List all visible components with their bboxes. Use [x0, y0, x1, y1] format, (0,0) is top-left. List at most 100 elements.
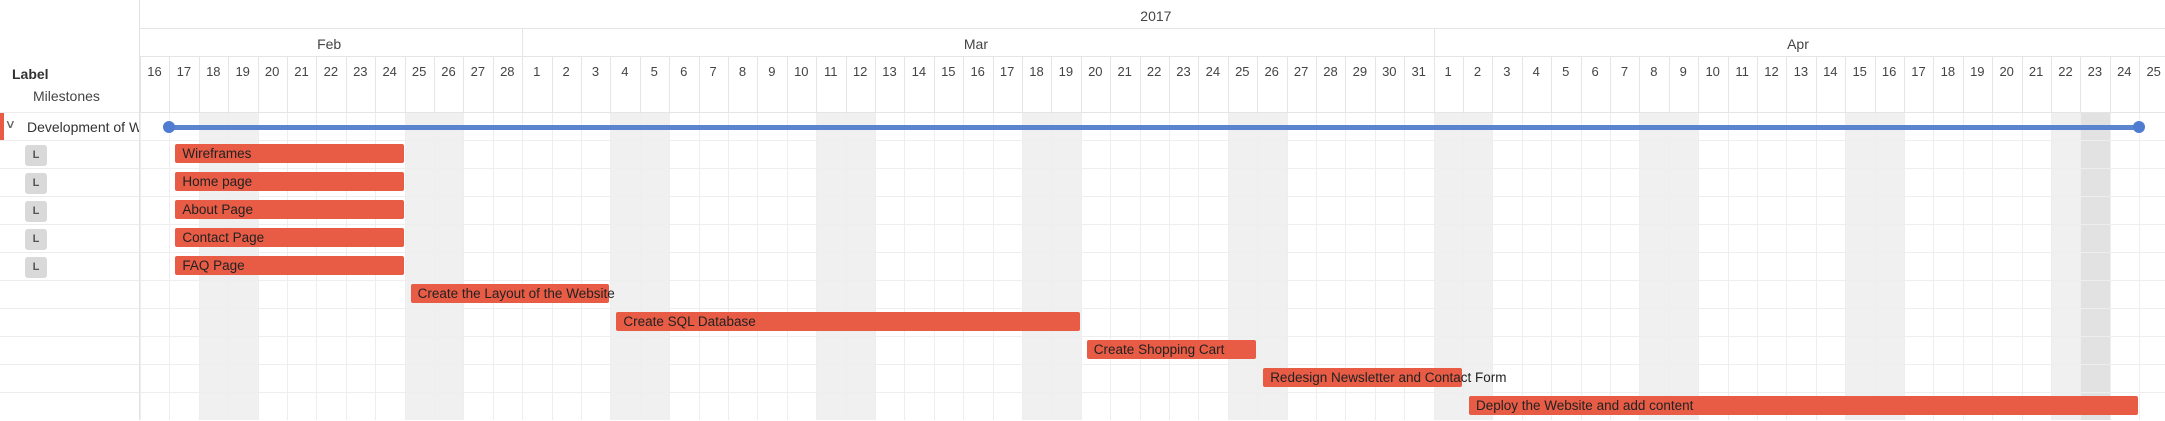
- day-label: 22: [1146, 64, 1162, 79]
- day-header-divider: [140, 56, 141, 112]
- project-end-handle[interactable]: [2133, 121, 2146, 133]
- day-label: 30: [1382, 64, 1397, 79]
- task-bar[interactable]: [1263, 368, 1462, 387]
- label-badge[interactable]: L: [25, 173, 47, 194]
- weekend-shade: [816, 112, 875, 420]
- row-accent: [0, 113, 4, 141]
- task-bar-label: Create SQL Database: [623, 314, 756, 329]
- day-header-divider: [1081, 56, 1082, 112]
- task-bar[interactable]: [175, 256, 404, 275]
- weekend-shade: [1845, 112, 1904, 420]
- day-header-divider: [2051, 56, 2052, 112]
- task-row[interactable]: L: [0, 140, 139, 169]
- day-label: 5: [650, 64, 658, 79]
- day-header-divider: [1728, 56, 1729, 112]
- header-divider: [140, 56, 2165, 57]
- day-header-divider: [1169, 56, 1170, 112]
- day-gridline: [1169, 112, 1170, 420]
- day-gridline: [2139, 112, 2140, 420]
- day-header-divider: [1581, 56, 1582, 112]
- label-badge[interactable]: L: [25, 257, 47, 278]
- task-row[interactable]: [0, 280, 139, 309]
- day-label: 4: [621, 64, 629, 79]
- chevron-down-icon[interactable]: ∨: [4, 117, 17, 131]
- day-header-divider: [757, 56, 758, 112]
- day-header-divider: [1051, 56, 1052, 112]
- task-row[interactable]: L: [0, 252, 139, 281]
- day-header-divider: [1375, 56, 1376, 112]
- label-badge[interactable]: L: [25, 201, 47, 222]
- year-label: 2017: [1140, 8, 1172, 24]
- task-bar[interactable]: [175, 144, 404, 163]
- day-label: 21: [2028, 64, 2044, 79]
- task-bar[interactable]: [175, 200, 404, 219]
- task-bar-label: Contact Page: [182, 230, 265, 245]
- day-label: 8: [738, 64, 747, 79]
- day-header-divider: [1404, 56, 1405, 112]
- task-bar[interactable]: [1086, 340, 1257, 359]
- day-gridline: [1140, 112, 1141, 420]
- task-bar[interactable]: [1469, 396, 2139, 415]
- day-gridline: [1669, 112, 1670, 420]
- day-label: 5: [1562, 64, 1570, 79]
- project-timeline-bar[interactable]: [169, 125, 2140, 130]
- day-gridline: [1728, 112, 1729, 420]
- weekend-shade: [610, 112, 670, 420]
- day-label: 7: [1620, 64, 1629, 79]
- day-header-divider: [1757, 56, 1758, 112]
- day-header-divider: [1875, 56, 1876, 112]
- day-label: 26: [441, 64, 456, 79]
- task-row[interactable]: L: [0, 196, 139, 225]
- task-bar[interactable]: [410, 284, 610, 303]
- day-header-divider: [375, 56, 376, 112]
- day-gridline: [1404, 112, 1405, 420]
- task-bar[interactable]: [175, 172, 404, 191]
- day-header-divider: [1669, 56, 1670, 112]
- day-label: 28: [500, 64, 515, 79]
- day-label: 11: [823, 64, 838, 79]
- day-header-divider: [993, 56, 994, 112]
- day-gridline: [669, 112, 670, 420]
- day-label: 25: [411, 64, 427, 79]
- task-bar-label: Create Shopping Cart: [1093, 342, 1225, 357]
- day-label: 8: [1650, 64, 1658, 79]
- task-row[interactable]: [0, 308, 139, 337]
- task-row[interactable]: L: [0, 224, 139, 253]
- day-gridline: [1786, 112, 1787, 420]
- label-badge[interactable]: L: [25, 145, 47, 166]
- day-header-divider: [2080, 56, 2081, 112]
- day-header-divider: [610, 56, 611, 112]
- task-row[interactable]: [0, 364, 139, 393]
- day-gridline: [2110, 112, 2111, 420]
- day-label: 7: [709, 64, 717, 79]
- project-start-handle[interactable]: [163, 121, 176, 133]
- day-header-divider: [199, 56, 200, 112]
- task-row[interactable]: [0, 392, 139, 421]
- task-row[interactable]: [0, 336, 139, 365]
- task-bar[interactable]: [175, 228, 404, 247]
- day-label: 18: [206, 64, 221, 79]
- day-gridline: [1933, 112, 1934, 420]
- day-gridline: [1316, 112, 1317, 420]
- row-gridline: [140, 252, 2165, 253]
- row-gridline: [140, 140, 2165, 141]
- day-header-divider: [1345, 56, 1346, 112]
- task-bar[interactable]: [616, 312, 1080, 331]
- task-bar-label: Create the Layout of the Website: [417, 286, 615, 301]
- day-label: 24: [382, 64, 397, 79]
- day-gridline: [2022, 112, 2023, 420]
- label-badge[interactable]: L: [25, 229, 47, 250]
- day-gridline: [904, 112, 905, 420]
- project-row[interactable]: ∨ Development of Website: [0, 112, 139, 141]
- day-header-divider: [552, 56, 553, 112]
- day-gridline: [757, 112, 758, 420]
- day-label: 19: [235, 64, 250, 79]
- day-label: 29: [1352, 64, 1368, 79]
- day-gridline: [581, 112, 582, 420]
- day-gridline: [1698, 112, 1699, 420]
- day-header-divider: [1316, 56, 1317, 112]
- day-gridline: [1757, 112, 1758, 420]
- day-header-divider: [493, 56, 494, 112]
- day-label: 26: [1264, 64, 1279, 79]
- task-row[interactable]: L: [0, 168, 139, 197]
